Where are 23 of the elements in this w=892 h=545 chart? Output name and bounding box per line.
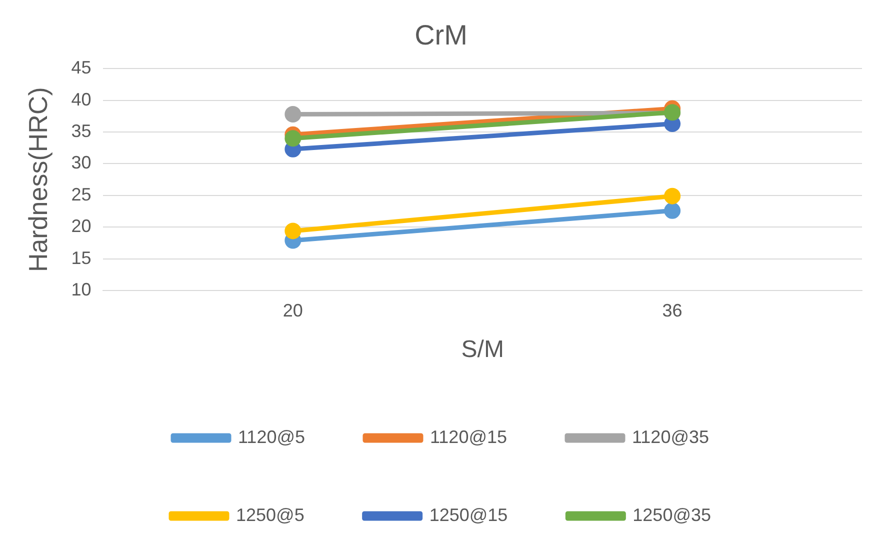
y-tick-label: 40 — [71, 89, 92, 110]
y-tick-label: 25 — [71, 184, 92, 204]
y-tick-label: 30 — [71, 152, 92, 173]
legend-label: 1120@15 — [430, 426, 508, 447]
chart-title: CrM — [414, 20, 468, 51]
legend-label: 1250@35 — [632, 504, 712, 525]
point — [664, 188, 681, 204]
y-tick-label: 35 — [71, 120, 92, 141]
x-axis-title: S/M — [461, 336, 504, 364]
legend-label: 1120@35 — [632, 426, 710, 447]
y-tick-label: 20 — [71, 216, 92, 236]
x-tick-label: 36 — [662, 300, 682, 320]
point — [664, 202, 681, 219]
point — [284, 222, 302, 240]
legend-label: 1250@5 — [236, 504, 304, 525]
y-tick-label: 10 — [71, 280, 92, 300]
legend-label: 1120@5 — [238, 426, 306, 447]
y-tick-label: 45 — [71, 58, 92, 78]
y-tick-label: 15 — [71, 248, 92, 268]
point — [284, 106, 302, 123]
legend-label: 1250@15 — [429, 504, 508, 525]
y-axis-title: Hardness(HRC) — [22, 87, 53, 272]
point — [284, 130, 302, 147]
